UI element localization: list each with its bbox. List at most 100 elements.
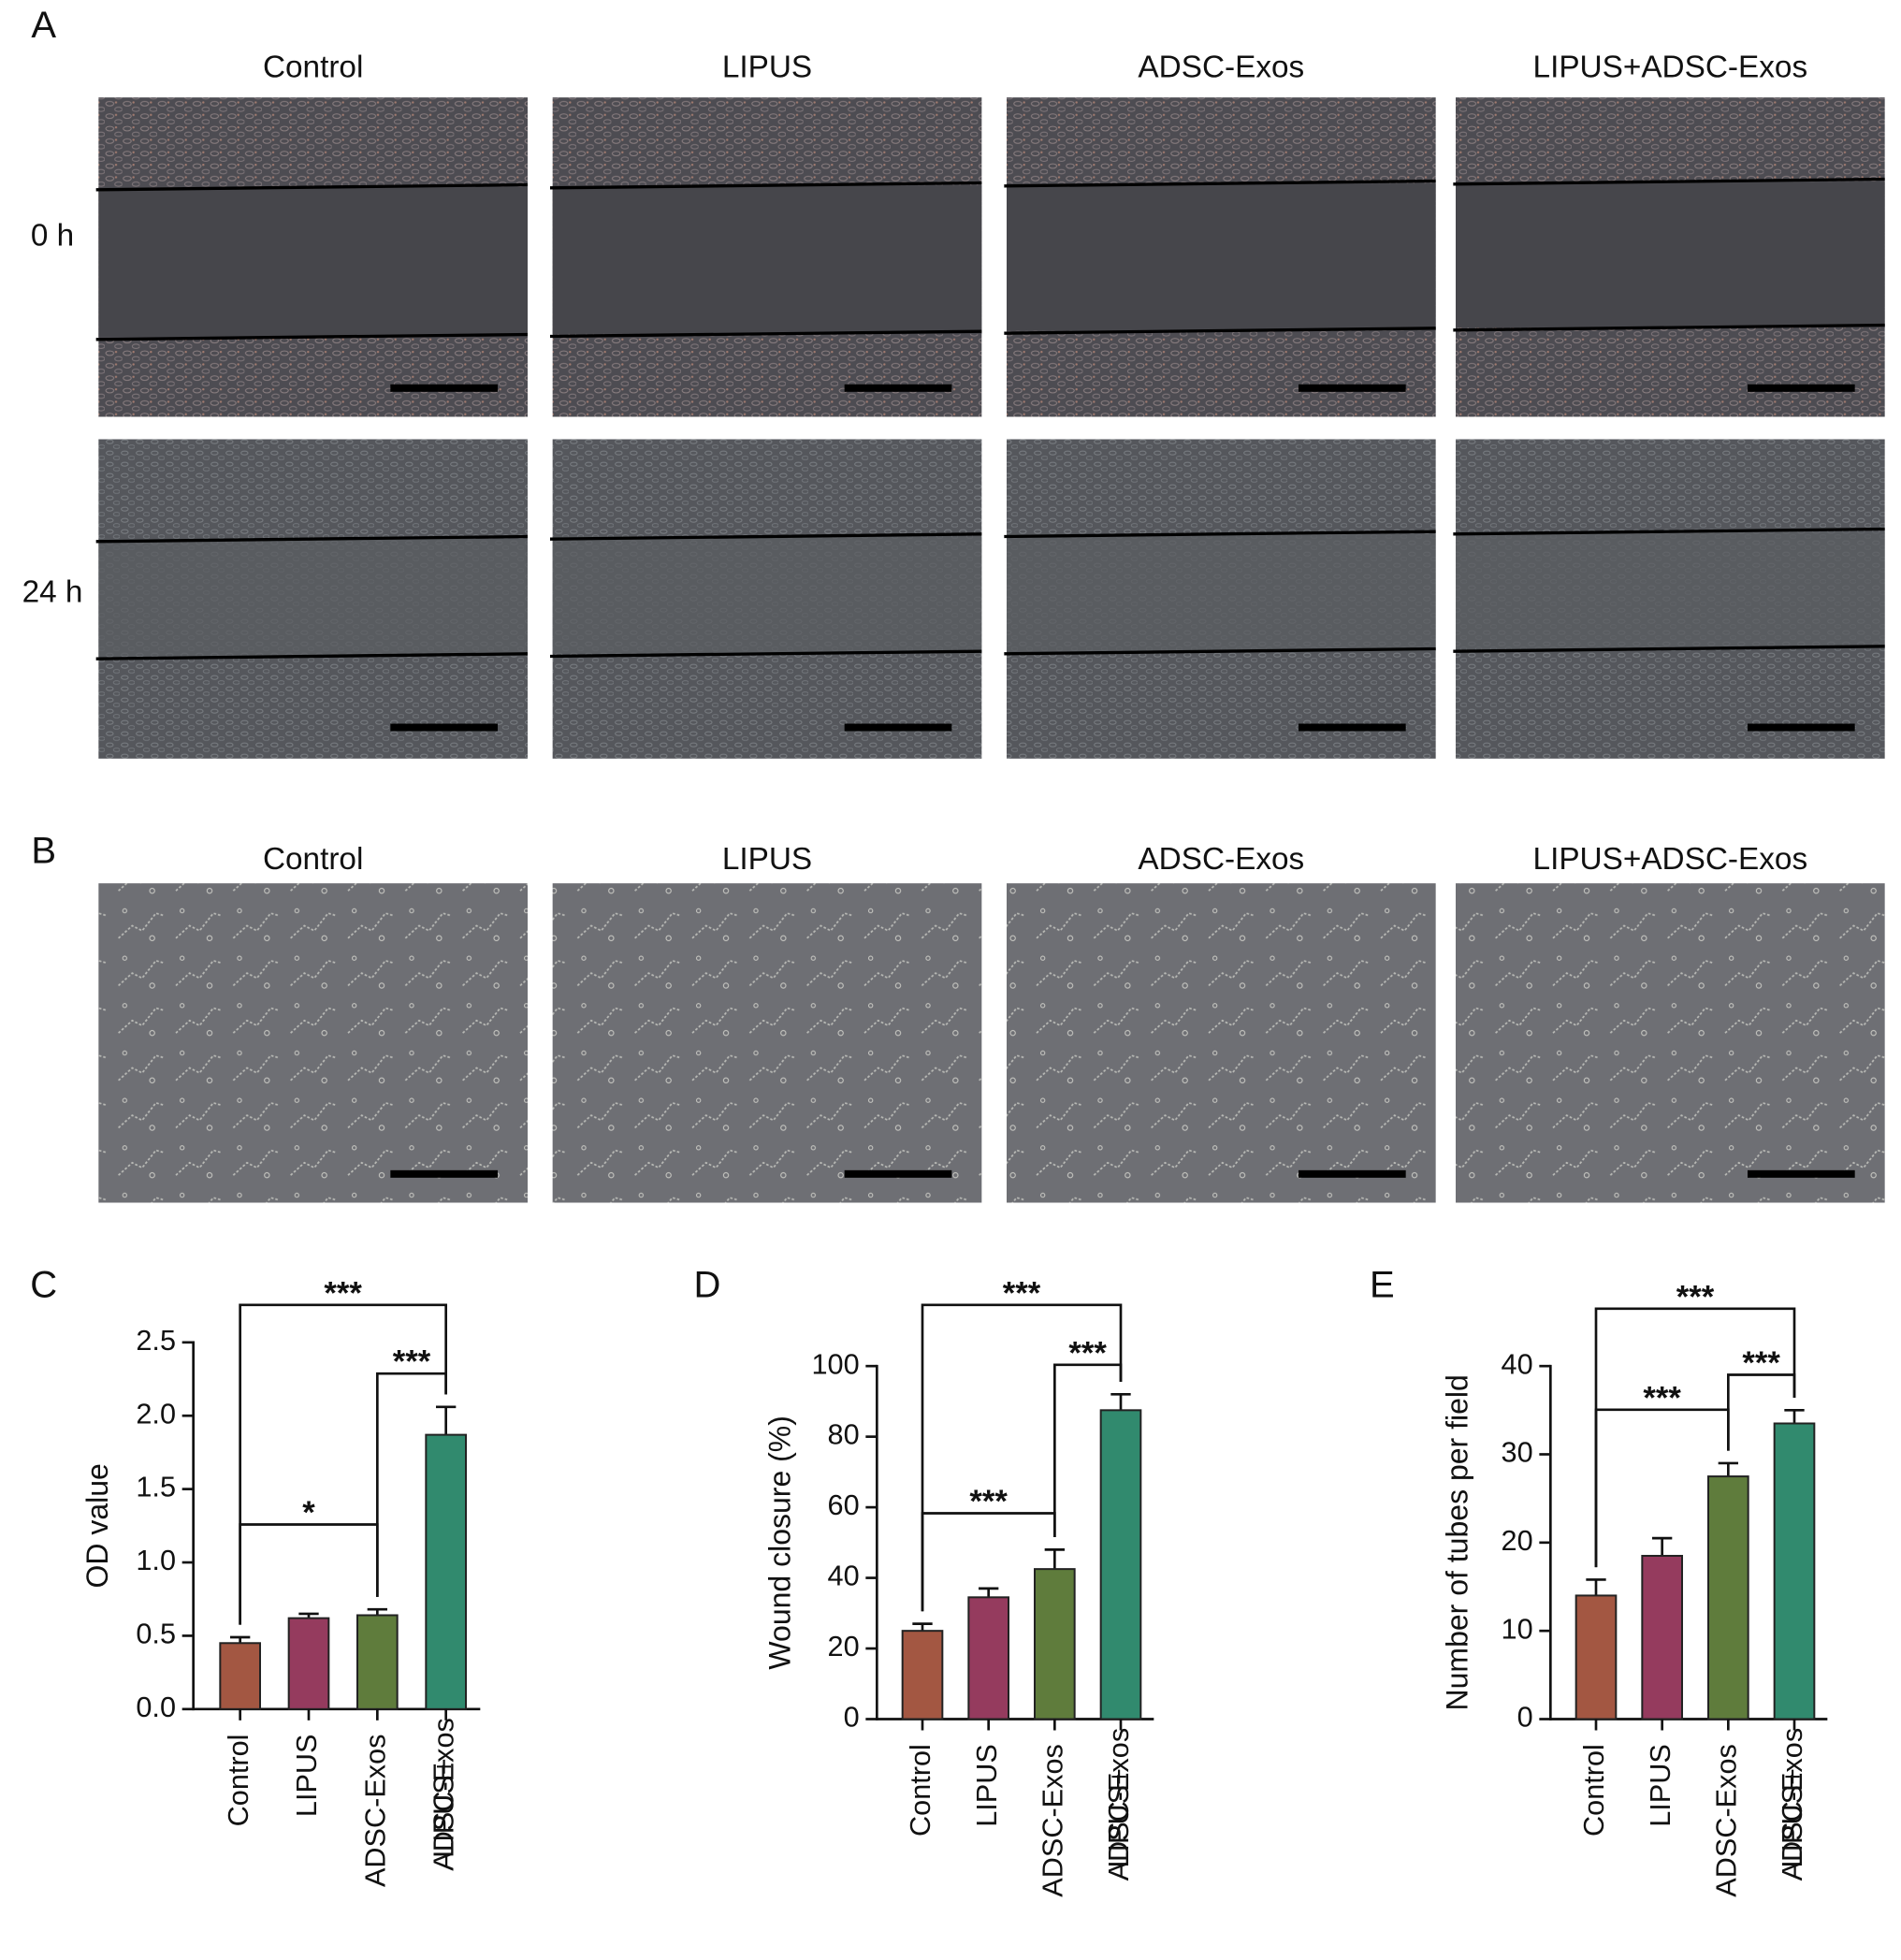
significance-label: ***	[1742, 1345, 1780, 1381]
wound-edge	[95, 652, 529, 661]
column-title: Control	[263, 842, 363, 877]
significance-bracket	[921, 1512, 1056, 1612]
significance-bracket	[376, 1372, 447, 1597]
significance-bracket	[1594, 1408, 1730, 1568]
significance-label: ***	[393, 1344, 431, 1380]
column-title: LIPUS	[722, 842, 812, 877]
y-tick-label: 40	[1502, 1348, 1533, 1380]
x-tick-label: Control	[223, 1735, 254, 1827]
micrograph	[1007, 883, 1436, 1203]
y-tick-label: 60	[828, 1489, 860, 1521]
x-tick-label: LIPUS+ ADSC-Exos	[1103, 1728, 1135, 1881]
wound-edge	[1453, 527, 1885, 536]
wound-edge	[1004, 179, 1436, 188]
y-tick-label: 1.5	[136, 1472, 176, 1503]
x-tick-label: LIPUS+ ADSC-Exos	[1777, 1728, 1808, 1881]
scale-bar	[844, 1169, 952, 1178]
y-tick-label: 10	[1502, 1613, 1533, 1645]
wound-edge	[549, 532, 982, 541]
significance-label: ***	[1676, 1279, 1715, 1314]
y-axis-label: Number of tubes per field	[1440, 1374, 1473, 1710]
scale-bar	[1748, 723, 1855, 732]
column-title: LIPUS	[722, 50, 812, 84]
panel-label: C	[30, 1265, 57, 1306]
x-tick-label: LIPUS+ ADSC-Exos	[428, 1718, 460, 1871]
y-tick-label: 0	[1517, 1702, 1533, 1734]
x-tick-label: LIPUS	[291, 1735, 323, 1818]
x-tick-label: ADSC-Exos	[1037, 1744, 1068, 1897]
wound-edge	[549, 329, 982, 339]
significance-label: ***	[969, 1484, 1008, 1519]
wound-gap	[552, 536, 982, 654]
wound-gap	[1007, 533, 1436, 652]
row-label: 24 h	[22, 575, 83, 610]
bar	[967, 1596, 1009, 1720]
significance-bracket	[239, 1303, 447, 1625]
wound-edge	[1453, 645, 1885, 653]
wound-gap	[98, 539, 528, 657]
y-tick-label: 0.5	[136, 1619, 176, 1650]
scale-bar	[1748, 384, 1855, 392]
y-axis-label: Wound closure (%)	[762, 1416, 796, 1670]
x-tick-label: Control	[905, 1744, 936, 1837]
y-tick-label: 40	[828, 1561, 860, 1592]
column-title: LIPUS+ADSC-Exos	[1533, 50, 1808, 84]
significance-bracket	[921, 1303, 1123, 1612]
bar	[1099, 1409, 1142, 1720]
panel-label: A	[31, 5, 56, 46]
bar	[1641, 1554, 1683, 1720]
scale-bar	[390, 384, 498, 392]
significance-label: ***	[1643, 1380, 1681, 1416]
scale-bar	[390, 1169, 498, 1178]
bar	[425, 1433, 467, 1710]
wound-edge	[549, 181, 982, 190]
bar	[219, 1642, 261, 1710]
wound-edge	[95, 534, 529, 544]
wound-edge	[1453, 177, 1885, 186]
scale-bar	[1299, 723, 1406, 732]
column-title: ADSC-Exos	[1138, 50, 1304, 84]
scale-bar	[1748, 1169, 1855, 1178]
bar	[901, 1630, 944, 1720]
scale-bar	[390, 723, 498, 732]
wound-gap	[1456, 181, 1885, 328]
y-tick-label: 1.0	[136, 1545, 176, 1576]
scale-bar	[844, 384, 952, 392]
y-tick-label: 100	[812, 1348, 860, 1380]
micrograph	[552, 883, 982, 1203]
panel-label: B	[31, 831, 56, 872]
panel-label: D	[694, 1265, 721, 1306]
bar	[356, 1614, 399, 1710]
bar	[1707, 1475, 1749, 1720]
significance-bracket	[1053, 1363, 1123, 1538]
significance-label: ***	[1068, 1335, 1107, 1371]
bar	[287, 1617, 330, 1710]
wound-edge	[1004, 327, 1436, 335]
micrograph	[1456, 883, 1885, 1203]
wound-gap	[1456, 531, 1885, 649]
wound-edge	[1453, 323, 1885, 332]
y-tick-label: 20	[828, 1631, 860, 1662]
x-tick-label: ADSC-Exos	[1710, 1744, 1742, 1897]
bar	[1034, 1568, 1076, 1720]
wound-edge	[1004, 646, 1436, 656]
row-label: 0 h	[31, 218, 74, 253]
scale-bar	[1299, 1169, 1406, 1178]
y-tick-label: 0.0	[136, 1691, 176, 1723]
micrograph	[98, 883, 528, 1203]
wound-edge	[1004, 530, 1436, 539]
column-title: Control	[263, 50, 363, 84]
x-tick-label: Control	[1578, 1744, 1610, 1837]
panel-label: E	[1370, 1265, 1395, 1306]
scale-bar	[844, 723, 952, 732]
wound-edge	[549, 649, 982, 659]
y-tick-label: 0	[844, 1702, 860, 1734]
significance-bracket	[239, 1523, 379, 1625]
column-title: LIPUS+ADSC-Exos	[1533, 842, 1808, 877]
y-tick-label: 2.5	[136, 1325, 176, 1357]
bar	[1773, 1422, 1816, 1720]
scale-bar	[1299, 384, 1406, 392]
significance-label: ***	[324, 1275, 362, 1311]
x-tick-label: ADSC-Exos	[359, 1735, 391, 1888]
